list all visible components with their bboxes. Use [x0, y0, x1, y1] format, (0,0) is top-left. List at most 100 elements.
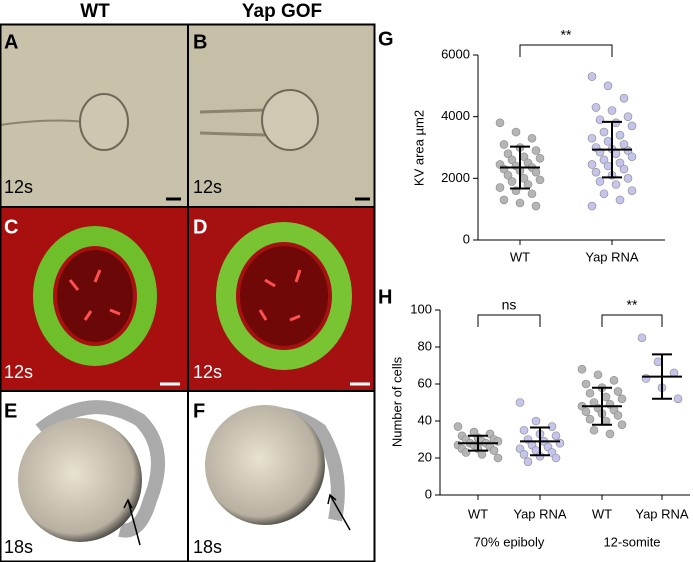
data-point	[489, 446, 499, 455]
x-tick-label: WT	[510, 249, 530, 264]
y-tick-label: 0	[463, 231, 470, 246]
y-axis-label: Number of cells	[389, 356, 404, 447]
data-point	[499, 140, 509, 149]
significance-label: ns	[502, 297, 517, 313]
panel-letter: G	[378, 28, 394, 50]
significance-label: **	[561, 27, 572, 43]
data-point	[587, 201, 597, 211]
data-point	[515, 398, 525, 407]
y-tick-label: 0	[425, 486, 432, 501]
data-point	[535, 153, 545, 163]
significance-bracket	[601, 314, 663, 327]
data-point	[495, 118, 505, 128]
data-point	[531, 201, 541, 211]
panel-letter: F	[193, 400, 205, 422]
data-point	[585, 388, 595, 398]
data-point	[627, 186, 637, 195]
data-point	[613, 387, 623, 396]
panel-letter: A	[4, 31, 18, 53]
significance-bracket	[519, 44, 613, 57]
data-point	[619, 93, 629, 103]
data-point	[527, 189, 537, 199]
y-tick-label: 4000	[441, 108, 470, 123]
data-point	[605, 429, 615, 439]
data-point	[519, 449, 529, 459]
y-tick-label: 60	[418, 375, 432, 390]
data-point	[531, 167, 541, 177]
data-point	[523, 180, 533, 189]
data-point	[515, 198, 525, 208]
data-point	[627, 152, 637, 162]
data-point	[637, 333, 647, 343]
data-point	[503, 149, 513, 158]
data-point	[611, 149, 621, 158]
data-point	[499, 195, 509, 205]
panel-letter: E	[4, 400, 17, 422]
stage-label: 18s	[193, 537, 222, 557]
data-point	[527, 133, 537, 143]
significance-label: **	[627, 297, 638, 313]
data-point	[615, 195, 625, 205]
x-tick-label: WT	[468, 506, 488, 521]
stage-label: 12s	[193, 362, 222, 382]
data-point	[607, 106, 617, 115]
data-point	[593, 370, 603, 380]
group-label: 12-somite	[603, 534, 660, 549]
data-point	[551, 453, 561, 463]
data-point	[581, 407, 591, 417]
data-point	[599, 189, 609, 199]
data-point	[581, 379, 591, 389]
data-point	[587, 160, 597, 169]
column-header: WT	[80, 1, 110, 22]
micrographs	[0, 23, 376, 562]
data-point	[585, 414, 595, 424]
data-point	[587, 72, 597, 81]
data-point	[589, 425, 599, 435]
y-tick-label: 40	[418, 412, 432, 427]
data-point	[615, 158, 625, 168]
data-point	[535, 175, 545, 185]
x-tick-label: Yap RNA	[635, 506, 689, 521]
panel-letter: H	[378, 286, 392, 308]
data-point	[599, 127, 609, 137]
data-point	[613, 411, 623, 420]
y-tick-label: 6000	[441, 46, 470, 61]
data-point	[627, 121, 637, 131]
y-tick-label: 100	[410, 301, 432, 316]
data-point	[587, 133, 597, 143]
data-point	[611, 180, 621, 189]
data-point	[619, 140, 629, 149]
data-point	[591, 103, 601, 112]
data-point	[453, 422, 463, 431]
panel-letter: B	[193, 31, 207, 53]
stage-label: 18s	[4, 537, 33, 557]
data-point	[673, 394, 683, 404]
data-point	[577, 364, 587, 374]
data-point	[617, 420, 627, 430]
y-tick-label: 20	[418, 449, 432, 464]
x-tick-label: WT	[592, 506, 612, 521]
data-point	[619, 164, 629, 174]
panel-letter: D	[193, 216, 207, 238]
data-point	[531, 416, 541, 426]
data-point	[507, 177, 517, 186]
significance-bracket	[477, 314, 541, 327]
data-point	[603, 137, 613, 146]
y-axis-label: KV area µm2	[411, 110, 426, 186]
x-tick-label: Yap RNA	[585, 249, 639, 264]
data-point	[603, 81, 613, 91]
data-point	[531, 146, 541, 155]
y-tick-label: 80	[418, 338, 432, 353]
data-point	[591, 167, 601, 177]
data-point	[603, 161, 613, 171]
stage-label: 12s	[193, 177, 222, 197]
panel-letter: C	[4, 216, 18, 238]
x-tick-label: Yap RNA	[513, 506, 567, 521]
y-tick-label: 2000	[441, 170, 470, 185]
stage-label: 12s	[4, 177, 33, 197]
data-point	[617, 394, 627, 404]
data-point	[523, 457, 533, 467]
data-point	[519, 425, 529, 435]
data-point	[615, 130, 625, 140]
